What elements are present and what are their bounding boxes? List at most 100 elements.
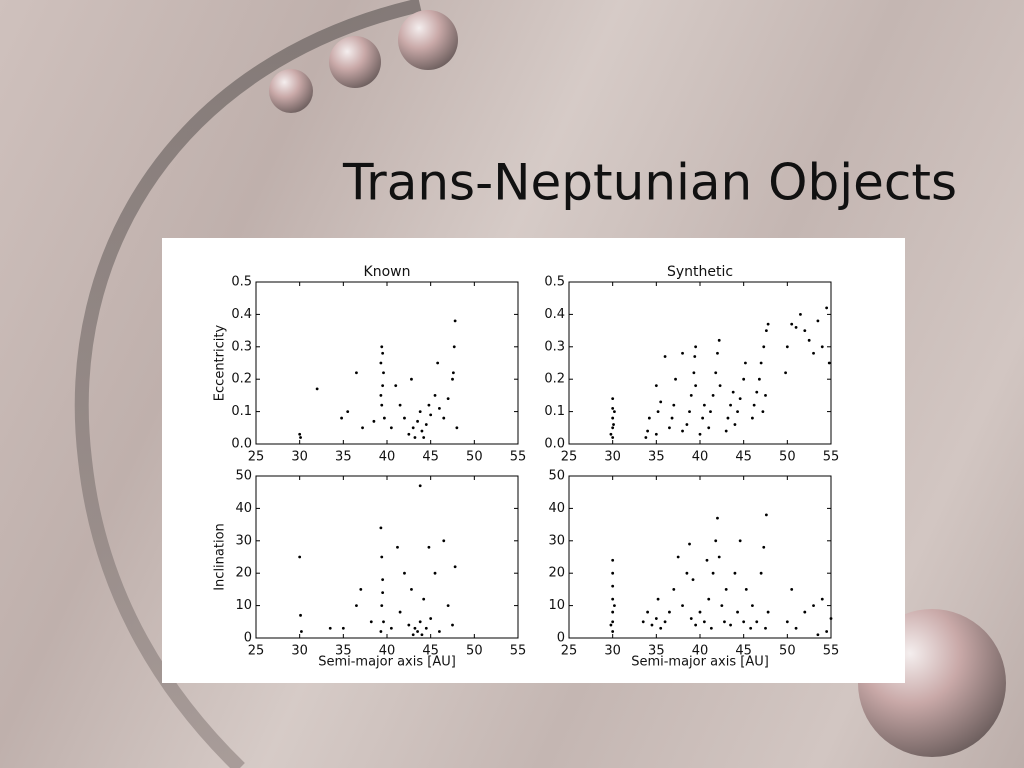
point	[681, 429, 684, 433]
x-tick-label: 35	[335, 644, 352, 659]
point	[698, 610, 702, 614]
point	[416, 630, 419, 633]
point	[733, 571, 737, 575]
y-tick-label: 30	[235, 533, 252, 548]
point	[418, 484, 422, 488]
x-tick-label: 55	[823, 644, 840, 659]
x-tick-label: 25	[248, 450, 265, 465]
point	[340, 416, 343, 420]
point	[693, 355, 697, 358]
point	[764, 513, 768, 517]
y-tick-label: 20	[235, 566, 252, 581]
point	[644, 436, 648, 439]
point	[757, 377, 761, 381]
point	[418, 410, 422, 413]
decor-sphere	[398, 10, 458, 70]
point	[355, 604, 358, 607]
point	[676, 555, 680, 559]
point	[688, 410, 691, 413]
point	[315, 387, 319, 391]
point	[379, 630, 383, 633]
point	[328, 626, 332, 630]
point	[611, 397, 615, 401]
plot-title: Known	[364, 264, 411, 280]
point	[751, 604, 754, 607]
x-tick-label: 45	[735, 450, 752, 465]
point	[609, 623, 613, 627]
point	[381, 578, 385, 582]
x-tick-label: 55	[823, 450, 840, 465]
point	[647, 416, 651, 420]
point	[689, 394, 693, 397]
point	[692, 371, 696, 375]
figure-bg	[162, 238, 905, 683]
point	[803, 610, 807, 614]
y-tick-label: 0.0	[544, 437, 565, 452]
point	[389, 626, 393, 630]
x-tick-label: 30	[291, 644, 308, 659]
point	[650, 623, 654, 627]
point	[380, 604, 384, 607]
y-tick-label: 40	[235, 501, 252, 516]
point	[707, 426, 711, 430]
y-axis-label: Inclination	[213, 523, 228, 591]
point	[755, 390, 759, 394]
point	[424, 626, 428, 630]
point	[663, 620, 667, 624]
point	[733, 423, 737, 426]
point	[751, 416, 754, 420]
point	[707, 597, 711, 601]
y-tick-label: 30	[548, 533, 565, 548]
point	[380, 403, 384, 407]
x-tick-label: 30	[604, 644, 621, 659]
point	[361, 426, 364, 430]
point	[656, 410, 660, 413]
point	[403, 416, 406, 420]
point	[659, 400, 663, 404]
slide-title: Trans-Neptunian Objects	[342, 154, 957, 212]
point	[299, 436, 302, 439]
y-tick-label: 0.1	[231, 404, 252, 419]
point	[420, 633, 424, 637]
point	[702, 620, 706, 624]
point	[411, 426, 415, 430]
y-tick-label: 0.1	[544, 404, 565, 419]
point	[670, 416, 674, 420]
point	[762, 345, 766, 349]
point	[418, 620, 422, 624]
y-tick-label: 0.4	[544, 307, 565, 322]
point	[436, 361, 440, 365]
point	[702, 403, 706, 407]
point	[766, 322, 770, 326]
point	[656, 597, 660, 601]
point	[641, 620, 645, 624]
point	[422, 597, 426, 601]
x-tick-label: 55	[510, 450, 527, 465]
x-tick-label: 35	[335, 450, 352, 465]
x-tick-label: 25	[248, 644, 265, 659]
y-tick-label: 0.2	[231, 372, 252, 387]
point	[744, 588, 748, 591]
point	[764, 394, 767, 397]
point	[355, 371, 358, 375]
point	[433, 571, 437, 575]
figure: 25 30 35 40 45 50 55 0.0 0.1 0.2 0.3 0.4 0.5 Known Ecc…	[213, 264, 840, 670]
point	[611, 406, 615, 410]
point	[724, 429, 728, 433]
point	[701, 416, 705, 420]
point	[729, 623, 732, 627]
y-tick-label: 0.5	[231, 275, 252, 290]
point	[382, 371, 385, 375]
y-tick-label: 0	[244, 631, 252, 646]
point	[685, 423, 689, 426]
point	[407, 623, 411, 627]
point	[716, 351, 719, 355]
point	[681, 351, 684, 355]
point	[663, 355, 667, 358]
point	[766, 610, 770, 614]
y-tick-label: 0.4	[231, 307, 252, 322]
point	[711, 571, 715, 575]
point	[381, 591, 385, 595]
point	[825, 630, 829, 633]
